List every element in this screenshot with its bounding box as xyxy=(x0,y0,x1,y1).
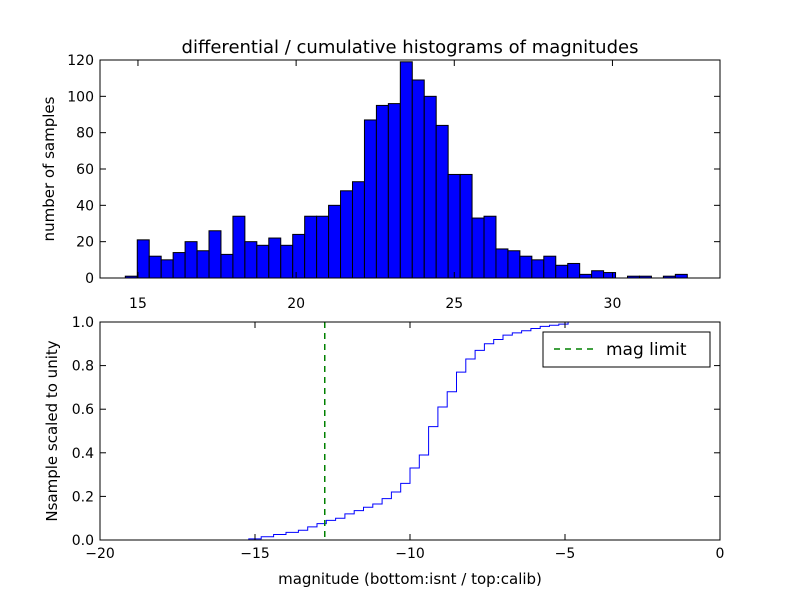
top-x-tick-label: 25 xyxy=(445,296,463,312)
histogram-bar xyxy=(160,259,174,279)
bottom-y-tick-label: 0.4 xyxy=(72,446,94,462)
histogram-bar xyxy=(495,248,509,279)
histogram-bar xyxy=(519,255,533,279)
top-y-tick-label: 120 xyxy=(67,53,94,69)
histogram-bar xyxy=(328,204,342,279)
histogram-bar xyxy=(232,215,246,279)
bottom-x-tick-label: −15 xyxy=(240,546,270,562)
top-y-axis-label: number of samples xyxy=(40,96,58,241)
histogram-bar xyxy=(447,173,461,279)
legend: mag limit xyxy=(542,331,711,368)
histogram-bar xyxy=(674,273,688,279)
top-y-tick-label: 20 xyxy=(76,235,94,251)
histogram-bar xyxy=(411,79,425,279)
histogram-bar xyxy=(567,262,581,279)
histogram-bar xyxy=(340,190,353,279)
bottom-series-lines xyxy=(100,321,721,541)
histogram-bar xyxy=(423,95,437,279)
histogram-bar xyxy=(244,241,258,279)
bottom-x-tick-label: 0 xyxy=(716,546,725,562)
bottom-cumulative-panel: −20 −15 −10 −5 0 0.0 0.2 0.4 0.6 0.8 1.0 magnitude… xyxy=(43,315,724,588)
histogram-bar xyxy=(304,215,318,279)
histogram-bar xyxy=(459,173,473,279)
bottom-y-tick-label: 1.0 xyxy=(72,315,94,331)
top-x-tick-label: 20 xyxy=(287,296,305,312)
histogram-bar xyxy=(148,255,162,279)
histogram-bar xyxy=(292,233,306,279)
chart-title: differential / cumulative histograms of … xyxy=(182,37,639,58)
histogram-bar xyxy=(184,241,198,279)
histogram-bar xyxy=(316,215,330,279)
histogram-bar xyxy=(136,239,150,279)
histogram-bar xyxy=(483,215,497,279)
histogram-bar xyxy=(531,259,545,279)
histogram-bar xyxy=(256,244,270,279)
bottom-y-axis-label: Nsample scaled to unity xyxy=(43,340,61,521)
histogram-bar xyxy=(399,61,413,279)
histogram-bar xyxy=(435,124,449,279)
bottom-y-tick-label: 0.6 xyxy=(72,402,94,418)
histogram-bar xyxy=(471,217,485,279)
top-y-tick-label: 0 xyxy=(85,271,94,287)
top-x-tick-label: 15 xyxy=(129,296,147,312)
bottom-x-tick-label: −5 xyxy=(555,546,576,562)
histogram-bar xyxy=(387,103,401,279)
histogram-bar xyxy=(543,255,557,279)
top-y-tick-label: 40 xyxy=(76,198,94,214)
bottom-plot-frame xyxy=(99,321,721,541)
histogram-bar xyxy=(196,250,210,279)
histogram-bar xyxy=(351,181,365,279)
cumulative-step-line xyxy=(100,321,721,541)
bottom-x-tick-label: −20 xyxy=(85,546,115,562)
top-x-tick-label: 30 xyxy=(604,296,622,312)
histogram-bar xyxy=(603,272,617,279)
histogram-bar xyxy=(555,264,569,279)
bottom-x-tick-label: −10 xyxy=(395,546,425,562)
bottom-x-axis-label: magnitude (bottom:isnt / top:calib) xyxy=(278,570,542,588)
top-plot-frame xyxy=(99,59,721,279)
histogram-bar xyxy=(591,270,605,279)
bottom-y-tick-label: 0.2 xyxy=(72,489,94,505)
histogram-bar xyxy=(220,253,234,279)
histogram-bar xyxy=(579,273,593,279)
histogram-bar xyxy=(375,104,389,279)
bottom-y-tick-label: 0.8 xyxy=(72,359,94,375)
top-y-tick-label: 60 xyxy=(76,162,94,178)
histogram-bar xyxy=(280,244,294,279)
histogram-bar xyxy=(172,252,186,279)
top-histogram-panel: 15 20 25 30 0 20 40 60 80 100 120 differential / c… xyxy=(40,37,721,312)
histogram-bar xyxy=(507,250,521,279)
histogram-bar xyxy=(208,230,222,279)
legend-mag-limit-label: mag limit xyxy=(606,340,687,360)
histogram-bar xyxy=(268,237,282,279)
top-y-tick-label: 80 xyxy=(76,126,94,142)
top-y-tick-label: 100 xyxy=(67,89,94,105)
top-axis-ticks: 15 20 25 30 0 20 40 60 80 100 120 xyxy=(67,53,720,312)
histogram-bar xyxy=(363,119,377,279)
bottom-y-tick-label: 0.0 xyxy=(72,533,94,549)
